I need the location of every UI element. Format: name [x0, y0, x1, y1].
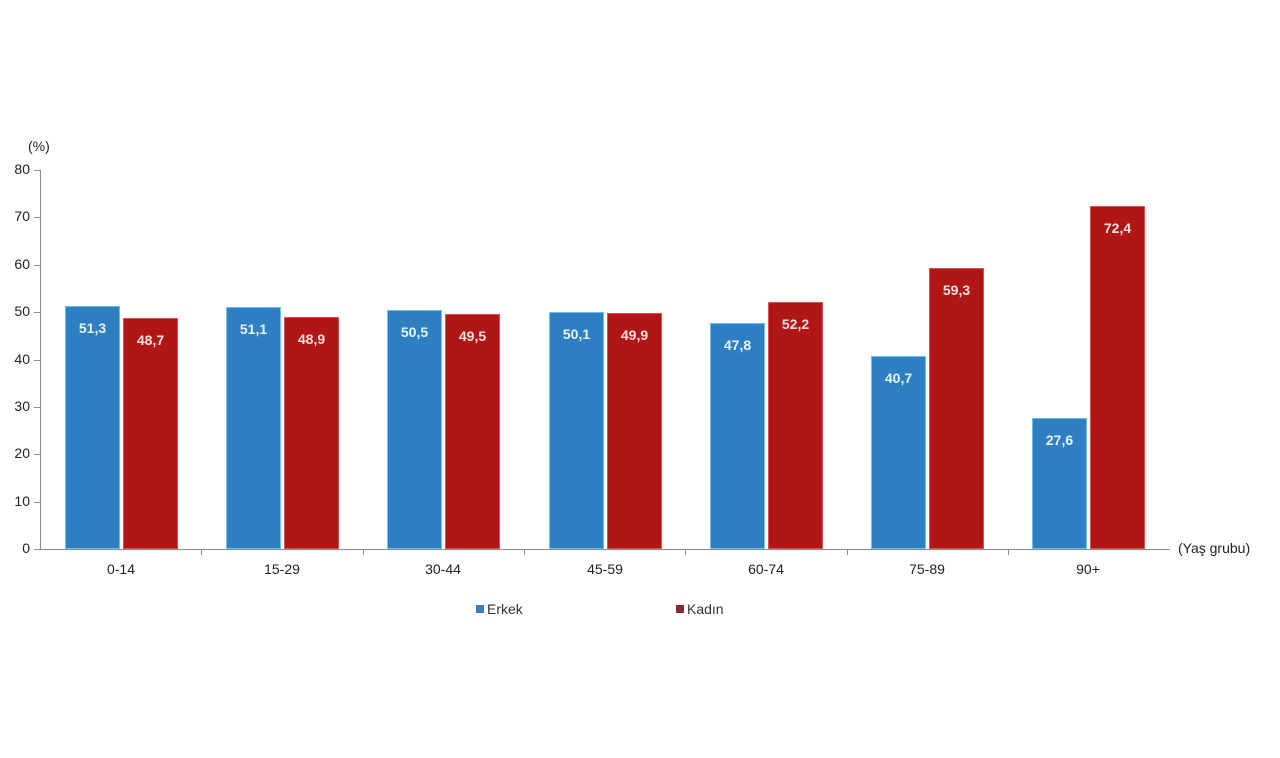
x-category-label: 60-74 [748, 561, 784, 577]
bar-value-label: 50,1 [562, 326, 591, 342]
y-tick-mark [34, 549, 40, 550]
legend-swatch-erkek [476, 605, 484, 613]
y-axis-unit-label: (%) [28, 138, 50, 154]
bar-value-label: 27,6 [1045, 432, 1074, 448]
bar-kadin-75-89: 59,3 [929, 268, 984, 549]
bar-value-label: 72,4 [1103, 220, 1132, 236]
bar-value-label: 52,2 [781, 316, 810, 332]
y-tick-mark [34, 265, 40, 266]
bar-value-label: 40,7 [884, 370, 913, 386]
x-tick-mark [363, 549, 364, 555]
y-tick-mark [34, 217, 40, 218]
bar-erkek-45-59: 50,1 [549, 312, 604, 549]
bar-erkek-60-74: 47,8 [710, 323, 765, 549]
y-tick-label: 80 [14, 161, 30, 177]
y-tick-label: 20 [14, 445, 30, 462]
y-tick-mark [34, 407, 40, 408]
bar-erkek-0-14: 51,3 [65, 306, 120, 549]
bar-kadin-0-14: 48,7 [123, 318, 178, 549]
y-tick-mark [34, 502, 40, 503]
x-tick-mark [685, 549, 686, 555]
x-category-label: 15-29 [264, 561, 300, 577]
y-tick-mark [34, 312, 40, 313]
legend-item-kadin: Kadın [676, 601, 724, 617]
x-tick-mark [847, 549, 848, 555]
bar-kadin-45-59: 49,9 [607, 313, 662, 549]
bar-value-label: 51,1 [239, 321, 268, 337]
x-axis-title: (Yaş grubu) [1178, 540, 1251, 556]
bar-value-label: 59,3 [942, 282, 971, 298]
bar-kadin-60-74: 52,2 [768, 302, 823, 549]
bar-kadin-30-44: 49,5 [445, 314, 500, 549]
legend: Erkek Kadın [0, 601, 1280, 621]
y-axis-line [40, 170, 41, 550]
bar-value-label: 51,3 [78, 320, 107, 336]
x-category-label: 0-14 [106, 561, 136, 577]
x-tick-mark [524, 549, 525, 555]
legend-item-erkek: Erkek [476, 601, 523, 617]
y-tick-label: 40 [14, 350, 30, 367]
y-tick-label: 60 [14, 255, 30, 272]
bar-value-label: 48,9 [297, 331, 326, 347]
y-tick-label: 30 [14, 397, 30, 414]
y-tick-mark [34, 360, 40, 361]
y-tick-label: 70 [14, 208, 30, 225]
bar-value-label: 48,7 [136, 332, 165, 348]
bar-erkek-15-29: 51,1 [226, 307, 281, 549]
x-category-label: 30-44 [425, 561, 461, 577]
x-category-label: 45-59 [587, 561, 623, 577]
y-tick-mark [34, 454, 40, 455]
bar-erkek-90+: 27,6 [1032, 418, 1087, 549]
bar-value-label: 50,5 [400, 324, 429, 340]
bar-value-label: 47,8 [723, 337, 752, 353]
bar-value-label: 49,5 [458, 328, 487, 344]
y-tick-label: 50 [14, 303, 30, 320]
legend-label-erkek: Erkek [487, 601, 523, 617]
bar-value-label: 49,9 [620, 327, 649, 343]
y-tick-mark [34, 170, 40, 171]
x-category-label: 90+ [1076, 561, 1100, 577]
y-tick-label: 0 [22, 540, 30, 556]
x-category-label: 75-89 [909, 561, 945, 577]
bar-erkek-75-89: 40,7 [871, 356, 926, 549]
bar-erkek-30-44: 50,5 [387, 310, 442, 549]
x-axis-line [40, 549, 1170, 550]
y-tick-label: 10 [14, 492, 30, 509]
x-tick-mark [201, 549, 202, 555]
legend-swatch-kadin [676, 605, 684, 613]
bar-kadin-90+: 72,4 [1090, 206, 1145, 549]
x-tick-mark [1008, 549, 1009, 555]
legend-label-kadin: Kadın [687, 601, 724, 617]
bar-kadin-15-29: 48,9 [284, 317, 339, 549]
